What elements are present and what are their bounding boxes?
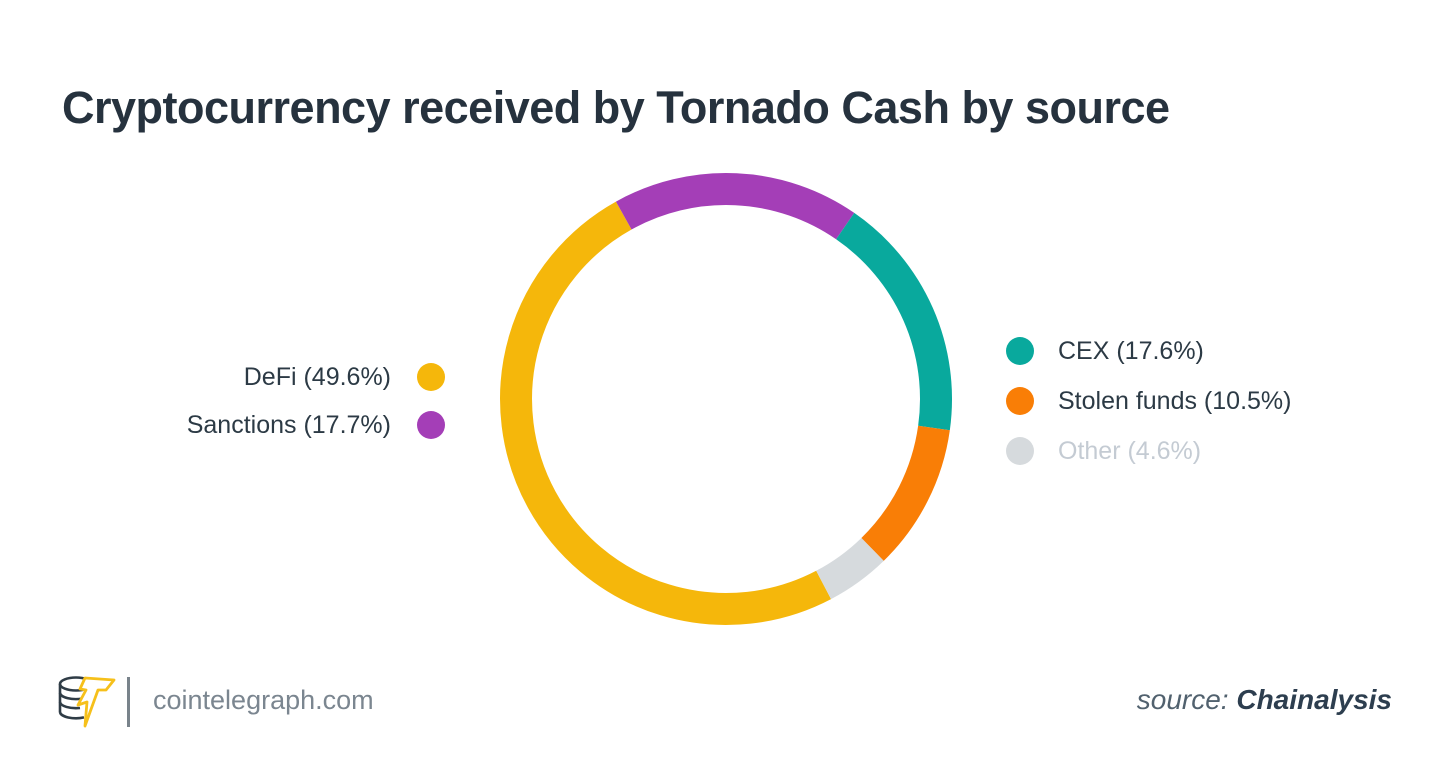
- legend-item-defi: DeFi (49.6%): [25, 362, 445, 392]
- donut-segment-sanctions: [615, 173, 855, 240]
- legend-dot-other: [1006, 437, 1034, 465]
- legend-item-sanctions: Sanctions (17.7%): [25, 410, 445, 440]
- footer-divider: [127, 677, 130, 727]
- footer-site-label: cointelegraph.com: [153, 685, 374, 715]
- legend-dot-defi: [417, 363, 445, 391]
- legend-dot-cex: [1006, 337, 1034, 365]
- legend-dot-sanctions: [417, 411, 445, 439]
- legend-label-cex: CEX (17.6%): [1058, 337, 1204, 365]
- donut-segment-cex: [835, 212, 952, 431]
- donut-segment-defi: [500, 201, 832, 625]
- source-prefix: source:: [1136, 684, 1229, 715]
- legend-dot-stolen-funds: [1006, 387, 1034, 415]
- footer-source: source: Chainalysis: [1137, 684, 1392, 716]
- legend-item-stolen-funds: Stolen funds (10.5%): [1006, 386, 1426, 416]
- cointelegraph-logo: [58, 676, 116, 728]
- source-name: Chainalysis: [1236, 684, 1392, 715]
- donut-segment-stolen-funds: [861, 425, 950, 561]
- legend-label-stolen-funds: Stolen funds (10.5%): [1058, 387, 1292, 415]
- donut-chart: [500, 173, 952, 625]
- lightning-bolt-icon: [76, 676, 116, 728]
- donut-segment-other: [815, 537, 884, 600]
- legend-item-other: Other (4.6%): [1006, 436, 1426, 466]
- legend-label-defi: DeFi (49.6%): [243, 363, 391, 391]
- legend-label-other: Other (4.6%): [1058, 437, 1202, 465]
- chart-title: Cryptocurrency received by Tornado Cash …: [62, 82, 1170, 134]
- legend-item-cex: CEX (17.6%): [1006, 336, 1426, 366]
- legend-label-sanctions: Sanctions (17.7%): [186, 411, 391, 439]
